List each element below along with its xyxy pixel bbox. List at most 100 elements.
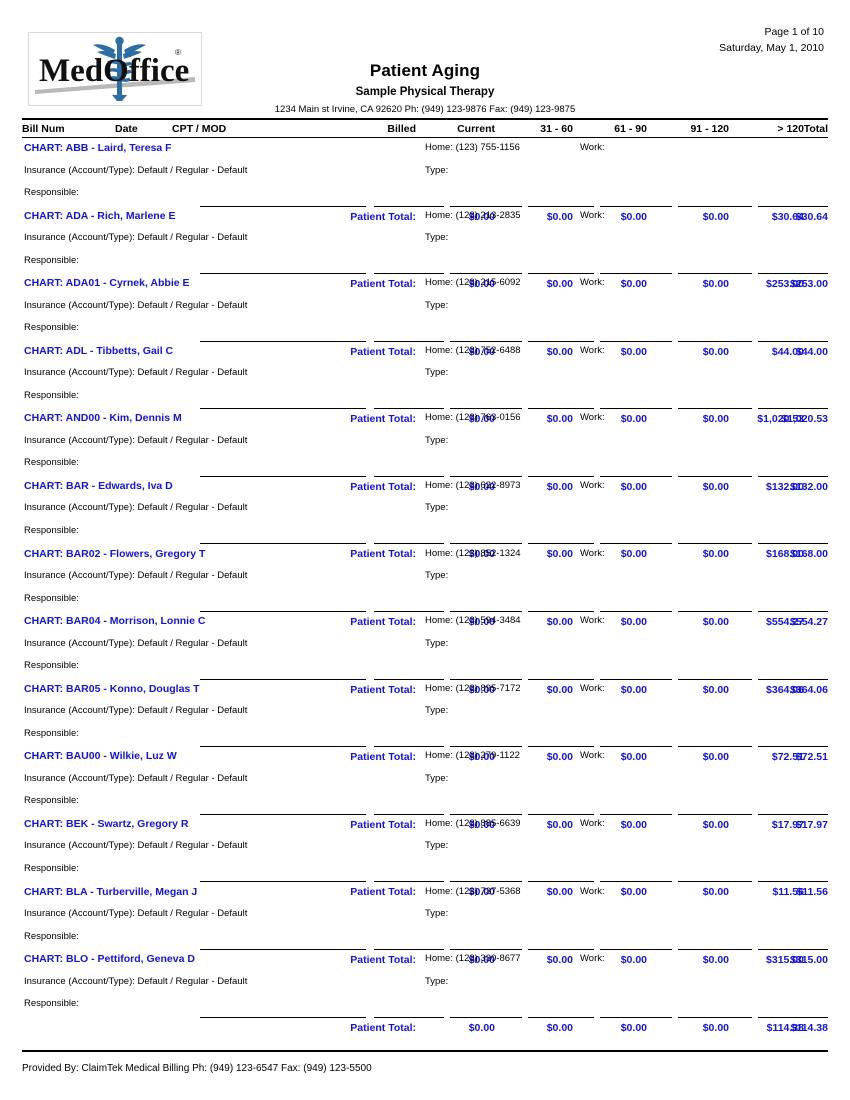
total-rule-31-60 — [450, 881, 522, 883]
patient-insurance: Insurance (Account/Type): Default / Regu… — [24, 975, 248, 987]
patient-insurance: Insurance (Account/Type): Default / Regu… — [24, 637, 248, 649]
patient-header-row: CHART: ADA01 - Cyrnek, Abbie E Home: (123… — [22, 273, 828, 296]
page-title: Patient Aging — [369, 61, 481, 80]
patient-total-row: Patient Total: $0.00 $0.00 $0.00 $0.00 $315.0… — [22, 949, 828, 972]
total-rule-billed — [200, 746, 366, 748]
patient-responsible: Responsible: — [24, 930, 79, 942]
patient-home-phone: Home: (123) 213-2835 — [425, 209, 521, 221]
patient-total-row: Patient Total: $0.00 $0.00 $0.00 $0.00 $554.2… — [22, 611, 828, 634]
total-rule-current — [374, 408, 444, 410]
patient-chart-label[interactable]: CHART: BAR02 - Flowers, Gregory T — [24, 547, 206, 560]
patient-total-61-90: $0.00 — [620, 683, 647, 696]
patient-type: Type: — [425, 637, 449, 649]
patient-total-91-120: $0.00 — [702, 480, 729, 493]
patient-chart-label[interactable]: CHART: BAR05 - Konno, Douglas T — [24, 682, 200, 695]
column-header-bill-num: Bill Num — [22, 123, 65, 135]
patient-responsible-row: Responsible: — [22, 589, 828, 612]
patient-header-row: CHART: AND00 - Kim, Dennis M Home: (123) … — [22, 408, 828, 431]
patient-total-row: Patient Total: $0.00 $0.00 $0.00 $0.00 $11.56… — [22, 881, 828, 904]
total-rule-total — [758, 949, 828, 951]
patient-total-label: Patient Total: — [350, 683, 416, 696]
patient-total-label: Patient Total: — [350, 751, 416, 764]
logo-artwork: MedOffice ® — [29, 33, 201, 105]
aging-table: Bill Num Date CPT / MOD Billed Current 3… — [22, 118, 828, 1034]
patient-chart-label[interactable]: CHART: BLA - Turberville, Megan J — [24, 885, 198, 898]
total-rule-total — [758, 543, 828, 545]
total-rule-91-120 — [600, 475, 672, 477]
page-footer: Provided By: ClaimTek Medical Billing Ph… — [22, 1050, 828, 1074]
patient-home-phone: Home: (123) 279-1122 — [425, 750, 520, 762]
patient-total-label: Patient Total: — [350, 548, 416, 561]
total-rule-current — [374, 475, 444, 477]
patient-total-label: Patient Total: — [350, 210, 416, 223]
patient-chart-label[interactable]: CHART: ABB - Laird, Teresa F — [24, 142, 172, 154]
patient-total-over-120: $253.00 — [766, 278, 804, 291]
patient-insurance-row: Insurance (Account/Type): Default / Regu… — [22, 701, 828, 724]
patient-total-current: $0.00 — [468, 616, 495, 629]
column-header-row: Bill Num Date CPT / MOD Billed Current 3… — [22, 120, 828, 137]
patient-total-31-60: $0.00 — [546, 954, 573, 967]
patient-home-phone: Home: (123) 330-8677 — [425, 953, 521, 965]
patient-insurance: Insurance (Account/Type): Default / Regu… — [24, 434, 248, 446]
patient-total-label: Patient Total: — [350, 480, 416, 493]
patient-insurance-row: Insurance (Account/Type): Default / Regu… — [22, 363, 828, 386]
total-rule-61-90 — [528, 881, 594, 883]
total-rule-31-60 — [450, 1016, 522, 1018]
patient-responsible-row: Responsible: — [22, 521, 828, 544]
total-rule-over-120 — [678, 205, 752, 207]
patient-insurance: Insurance (Account/Type): Default / Regu… — [24, 367, 248, 379]
patient-chart-label[interactable]: CHART: BEK - Swartz, Gregory R — [24, 817, 189, 830]
patient-insurance-row: Insurance (Account/Type): Default / Regu… — [22, 431, 828, 454]
patient-total-row: Patient Total: $0.00 $0.00 $0.00 $0.00 $114.3… — [22, 1016, 828, 1040]
total-rule-61-90 — [528, 746, 594, 748]
patient-chart-label[interactable]: CHART: ADA01 - Cyrnek, Abbie E — [24, 277, 190, 290]
patient-type: Type: — [425, 299, 449, 311]
patient-responsible-row: Responsible: — [22, 183, 828, 206]
total-rule-91-120 — [600, 408, 672, 410]
patient-total-over-120: $72.51 — [771, 751, 804, 764]
total-rule-91-120 — [600, 205, 672, 207]
patient-chart-label[interactable]: CHART: BAR04 - Morrison, Lonnie C — [24, 615, 206, 628]
total-rule-31-60 — [450, 543, 522, 545]
column-header-billed: Billed — [387, 123, 416, 135]
patient-insurance: Insurance (Account/Type): Default / Regu… — [24, 502, 248, 514]
total-rule-61-90 — [528, 340, 594, 342]
logo-wordmark: MedOffice — [39, 53, 189, 89]
total-rule-total — [758, 611, 828, 613]
patient-type: Type: — [425, 502, 449, 514]
total-rule-91-120 — [600, 340, 672, 342]
patient-type: Type: — [425, 840, 449, 852]
patient-total-label: Patient Total: — [350, 616, 416, 629]
patient-responsible-row: Responsible: — [22, 927, 828, 950]
patient-chart-label[interactable]: CHART: BLO - Pettiford, Geneva D — [24, 953, 195, 966]
patient-header-row: CHART: BLA - Turberville, Megan J Home: (… — [22, 882, 828, 905]
patient-chart-label[interactable]: CHART: BAU00 - Wilkie, Luz W — [24, 750, 177, 763]
patient-home-phone: Home: (123) 755-1156 — [425, 142, 520, 153]
total-rule-total — [758, 408, 828, 410]
patient-responsible: Responsible: — [24, 524, 79, 536]
patient-total-label: Patient Total: — [350, 1021, 416, 1034]
total-rule-current — [374, 1016, 444, 1018]
patient-chart-label[interactable]: CHART: BAR - Edwards, Iva D — [24, 479, 173, 492]
total-rule-total — [758, 746, 828, 748]
patient-chart-label[interactable]: CHART: ADL - Tibbetts, Gail C — [24, 344, 174, 357]
patient-total-row: Patient Total: $0.00 $0.00 $0.00 $0.00 $253.0… — [22, 273, 828, 296]
patient-block: CHART: ADA01 - Cyrnek, Abbie E Home: (123… — [22, 273, 828, 358]
patient-total-total: $364.06 — [790, 683, 828, 696]
patient-chart-label[interactable]: CHART: ADA - Rich, Marlene E — [24, 209, 176, 222]
total-rule-over-120 — [678, 746, 752, 748]
patient-responsible: Responsible: — [24, 187, 79, 198]
patient-total-31-60: $0.00 — [546, 278, 573, 291]
total-rule-91-120 — [600, 746, 672, 748]
patient-chart-label[interactable]: CHART: AND00 - Kim, Dennis M — [24, 412, 182, 425]
patient-work-phone: Work: — [580, 615, 605, 627]
column-header-over-120: > 120 — [777, 123, 804, 135]
patient-work-phone: Work: — [580, 817, 605, 829]
total-rule-current — [374, 273, 444, 275]
patient-header-row: CHART: BAU00 - Wilkie, Luz W Home: (123) … — [22, 746, 828, 769]
patient-responsible-row: Responsible: — [22, 386, 828, 409]
total-rule-billed — [200, 273, 366, 275]
patient-responsible: Responsible: — [24, 727, 79, 739]
patient-home-phone: Home: (123) 895-7172 — [425, 682, 521, 694]
